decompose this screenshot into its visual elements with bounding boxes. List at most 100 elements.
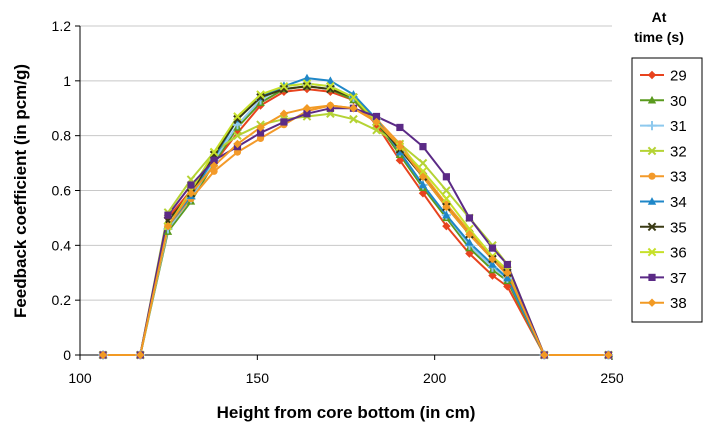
series-line-32 xyxy=(103,112,609,356)
series-line-38 xyxy=(103,104,609,356)
legend-item-31: 31 xyxy=(640,118,687,135)
data-point-38 xyxy=(279,109,289,118)
series-line-35 xyxy=(103,85,609,356)
data-point-38 xyxy=(442,202,451,212)
legend-items: 29 30 31 32 33 34 35 36 37 38 xyxy=(640,68,687,312)
data-point-37 xyxy=(503,260,511,269)
data-point-38 xyxy=(256,123,265,132)
data-point-29 xyxy=(418,189,428,198)
data-point-37 xyxy=(187,181,195,189)
data-point-37 xyxy=(210,156,218,164)
x-axis-title: Height from core bottom (in cm) xyxy=(217,403,476,422)
data-point-38 xyxy=(488,254,497,264)
data-point-29 xyxy=(395,156,405,165)
data-point-29 xyxy=(233,128,242,138)
data-point-38 xyxy=(163,221,173,231)
legend-label: 34 xyxy=(670,194,687,211)
legend-item-33: 33 xyxy=(640,169,687,186)
data-point-37 xyxy=(488,244,497,252)
data-point-32 xyxy=(349,114,358,124)
y-tick-label: 0.6 xyxy=(52,183,72,199)
series-line-36 xyxy=(103,82,609,356)
legend-label: 36 xyxy=(670,245,687,262)
legend-label: 30 xyxy=(670,93,687,110)
data-point-37 xyxy=(164,211,172,219)
data-point-33 xyxy=(256,134,265,143)
data-point-38 xyxy=(233,139,242,149)
data-point-35 xyxy=(279,84,289,94)
data-point-36 xyxy=(233,112,242,121)
axes: 0 0.2 0.4 0.6 0.8 1 1.2 100 150 200 250 xyxy=(52,18,624,386)
data-point-37 xyxy=(442,173,450,181)
data-point-29 xyxy=(465,249,474,258)
data-point-38 xyxy=(395,142,405,151)
data-point-36 xyxy=(256,90,265,99)
data-point-36 xyxy=(209,147,219,157)
data-point-38 xyxy=(136,350,145,360)
data-point-36 xyxy=(279,82,289,91)
data-point-36 xyxy=(349,92,358,102)
data-point-29 xyxy=(503,282,512,291)
data-point-36 xyxy=(418,167,428,176)
data-point-38 xyxy=(209,161,219,171)
legend-marker xyxy=(647,247,657,257)
data-point-32 xyxy=(372,125,381,135)
legend-label: 32 xyxy=(670,143,687,160)
series-line-33 xyxy=(103,104,609,356)
data-point-34 xyxy=(465,238,474,246)
data-point-34 xyxy=(503,273,512,282)
x-tick-label: 100 xyxy=(68,370,92,386)
x-tick-label: 250 xyxy=(600,370,624,386)
data-point-34 xyxy=(395,147,405,156)
legend-item-36: 36 xyxy=(640,245,687,262)
legend-label: 31 xyxy=(670,118,687,135)
legend-marker xyxy=(647,70,657,80)
legend-label: 37 xyxy=(670,270,687,287)
data-point-37 xyxy=(256,129,265,137)
data-point-35 xyxy=(302,82,312,91)
legend-item-38: 38 xyxy=(640,295,687,312)
legend-item-35: 35 xyxy=(640,219,687,236)
legend-label: 38 xyxy=(670,295,687,312)
data-point-32 xyxy=(233,131,242,140)
data-point-36 xyxy=(302,79,312,88)
x-tick-label: 200 xyxy=(423,370,447,386)
series-lines xyxy=(103,77,609,356)
data-point-34 xyxy=(442,210,451,219)
data-point-38 xyxy=(540,350,549,360)
data-point-38 xyxy=(349,104,358,113)
data-point-38 xyxy=(98,350,108,360)
data-point-38 xyxy=(503,268,512,277)
data-point-33 xyxy=(210,167,218,175)
legend-marker xyxy=(647,121,657,131)
y-tick-label: 1.2 xyxy=(52,18,72,34)
data-point-37 xyxy=(465,214,474,222)
series-line-30 xyxy=(103,85,609,356)
legend-marker xyxy=(648,172,656,180)
data-point-37 xyxy=(303,110,311,118)
data-point-34 xyxy=(302,73,312,82)
legend-item-34: 34 xyxy=(640,194,687,211)
gridlines xyxy=(80,25,612,301)
data-point-34 xyxy=(326,76,335,85)
x-tick-label: 150 xyxy=(246,370,270,386)
y-axis-title: Feedback coefficient (in pcm/g) xyxy=(11,64,30,318)
legend-label: 33 xyxy=(670,169,687,186)
y-tick-label: 0.4 xyxy=(52,237,72,253)
data-point-35 xyxy=(256,92,265,102)
legend-label: 29 xyxy=(670,68,687,85)
data-point-32 xyxy=(418,158,428,168)
y-tick-label: 1 xyxy=(63,73,71,89)
data-point-38 xyxy=(326,101,335,110)
legend-marker xyxy=(647,222,657,232)
legend-title-line1: At xyxy=(652,9,667,25)
series-line-31 xyxy=(103,82,609,356)
data-point-38 xyxy=(302,104,312,113)
data-point-38 xyxy=(418,172,428,181)
series-markers xyxy=(98,73,614,360)
data-point-36 xyxy=(442,194,451,204)
data-point-36 xyxy=(326,82,335,91)
data-point-29 xyxy=(488,271,497,280)
data-point-34 xyxy=(488,260,497,268)
